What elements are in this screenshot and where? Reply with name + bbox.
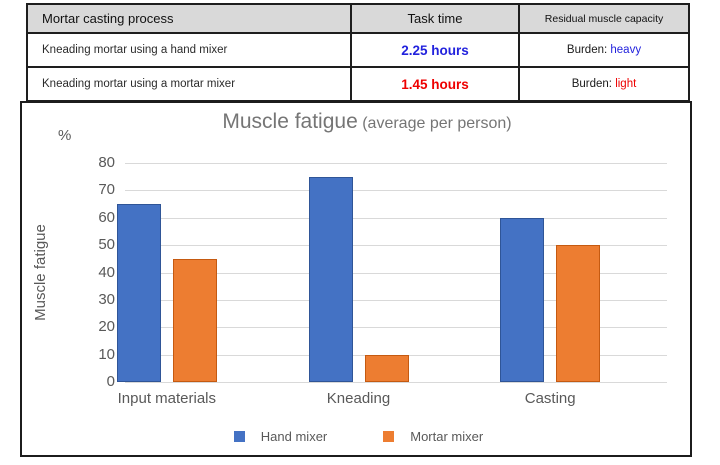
- burden-cell: Burden: heavy: [518, 32, 690, 68]
- category-slot: [454, 163, 646, 382]
- bar-mortar-mixer: [556, 245, 601, 382]
- y-tick-label: 0: [106, 373, 115, 390]
- chart-title-sub: (average per person): [362, 115, 512, 132]
- bar-group: [116, 204, 217, 382]
- plot-area: [71, 163, 646, 382]
- bar-hand-mixer: [116, 204, 161, 382]
- process-table: Mortar casting process Task time Residua…: [26, 3, 690, 102]
- table-row-hand-mixer: Kneading mortar using a hand mixer 2.25 …: [26, 32, 690, 68]
- y-tick-label: 70: [98, 181, 115, 199]
- legend-swatch-icon: [383, 431, 395, 442]
- legend-item: Mortar mixer: [383, 429, 483, 444]
- process-cell: Kneading mortar using a mortar mixer: [26, 66, 352, 102]
- bar-hand-mixer: [308, 176, 353, 382]
- gridline: [125, 327, 667, 329]
- y-axis-ticks: 0 10 20 30 40 50 60 70 80: [77, 154, 115, 390]
- gridline: [125, 272, 667, 274]
- chart-title: Muscle fatigue (average per person): [22, 110, 690, 134]
- y-tick-label: 40: [98, 263, 115, 281]
- y-axis-unit-label: %: [58, 127, 72, 144]
- table-header-row: Mortar casting process Task time Residua…: [26, 3, 690, 34]
- y-tick-label: 30: [98, 290, 115, 308]
- y-tick-label: 10: [98, 345, 115, 363]
- x-axis-labels: Input materials Kneading Casting: [71, 390, 646, 407]
- category-slot: [263, 163, 455, 382]
- gridline: [125, 382, 667, 383]
- burden-cell: Burden: light: [518, 66, 690, 102]
- legend-swatch-icon: [233, 431, 245, 442]
- bar-group: [308, 176, 409, 382]
- bar-mortar-mixer: [172, 258, 217, 382]
- burden-value: light: [615, 78, 637, 90]
- task-time-cell: 1.45 hours: [350, 66, 520, 102]
- bar-mortar-mixer: [364, 354, 409, 382]
- gridline: [125, 217, 667, 219]
- y-tick-label: 20: [98, 318, 115, 336]
- col-header-residual-capacity: Residual muscle capacity: [518, 3, 690, 34]
- legend-item: Hand mixer: [233, 429, 328, 444]
- burden-value: heavy: [610, 44, 642, 56]
- task-time-cell: 2.25 hours: [350, 32, 520, 68]
- y-tick-label: 50: [98, 236, 115, 254]
- table-row-mortar-mixer: Kneading mortar using a mortar mixer 1.4…: [26, 66, 690, 102]
- gridline: [125, 190, 667, 192]
- burden-label: Burden:: [571, 78, 616, 90]
- burden-label: Burden:: [566, 44, 611, 56]
- category-slot: [71, 163, 263, 382]
- process-cell: Kneading mortar using a hand mixer: [26, 32, 352, 68]
- legend-label: Mortar mixer: [410, 429, 484, 444]
- col-header-task-time: Task time: [350, 3, 520, 34]
- y-axis-title-text: Muscle fatigue: [31, 224, 49, 321]
- legend: Hand mixer Mortar mixer: [71, 429, 646, 444]
- col-header-process: Mortar casting process: [26, 3, 352, 34]
- gridline: [125, 299, 667, 301]
- legend-label: Hand mixer: [260, 429, 328, 444]
- muscle-fatigue-chart: Muscle fatigue (average per person) % Mu…: [20, 101, 692, 457]
- chart-title-main: Muscle fatigue: [222, 110, 358, 133]
- bar-hand-mixer: [500, 217, 545, 382]
- x-axis-label: Input materials: [117, 390, 217, 407]
- y-tick-label: 60: [98, 208, 115, 226]
- gridline: [125, 245, 667, 247]
- bar-group: [500, 217, 601, 382]
- gridline: [125, 163, 667, 164]
- y-tick-label: 80: [98, 154, 115, 171]
- x-axis-label: Kneading: [326, 390, 391, 407]
- y-axis-title: Muscle fatigue: [22, 163, 58, 382]
- x-axis-label: Casting: [524, 390, 576, 407]
